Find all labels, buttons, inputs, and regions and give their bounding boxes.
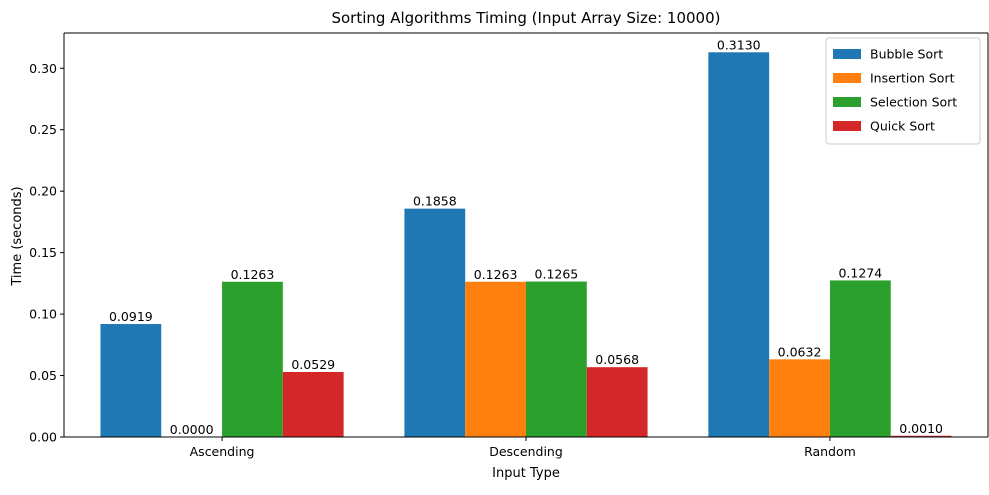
data-label-selection-sort-random: 0.1274 bbox=[838, 265, 882, 280]
y-tick-label: 0.25 bbox=[29, 122, 57, 137]
axes-layer: 0.00 0.05 0.10 0.15 0.20 0.25 0.30 Ascending Des… bbox=[29, 32, 989, 459]
x-tick-label-descending: Descending bbox=[489, 444, 563, 459]
bar-quick-sort-random bbox=[890, 435, 952, 437]
legend-label-insertion-sort: Insertion Sort bbox=[870, 71, 955, 86]
y-tick-label: 0.00 bbox=[29, 430, 57, 445]
bar-bubble-sort-random bbox=[708, 52, 770, 437]
y-tick-label: 0.15 bbox=[29, 245, 57, 260]
data-label-bubble-sort-descending: 0.1858 bbox=[413, 194, 457, 209]
legend-swatch-insertion-sort bbox=[833, 73, 861, 83]
x-axis-label: Input Type bbox=[492, 466, 560, 481]
y-tick-label: 0.20 bbox=[29, 184, 57, 199]
legend-label-bubble-sort: Bubble Sort bbox=[870, 47, 943, 62]
bar-bubble-sort-descending bbox=[404, 208, 466, 437]
data-label-quick-sort-descending: 0.0568 bbox=[595, 352, 639, 367]
data-label-quick-sort-ascending: 0.0529 bbox=[291, 357, 335, 372]
data-label-insertion-sort-random: 0.0632 bbox=[778, 344, 822, 359]
legend-swatch-selection-sort bbox=[833, 97, 861, 107]
bar-bubble-sort-ascending bbox=[100, 324, 162, 437]
y-tick-label: 0.10 bbox=[29, 307, 57, 322]
bar-insertion-sort-random bbox=[769, 359, 830, 437]
data-label-bubble-sort-random: 0.3130 bbox=[717, 37, 761, 52]
y-tick-label: 0.30 bbox=[29, 61, 57, 76]
data-label-selection-sort-ascending: 0.1263 bbox=[231, 267, 275, 282]
data-label-insertion-sort-descending: 0.1263 bbox=[474, 267, 518, 282]
bar-quick-sort-descending bbox=[586, 367, 648, 437]
bar-selection-sort-random bbox=[829, 280, 891, 437]
bars-layer bbox=[100, 52, 952, 437]
x-tick-label-ascending: Ascending bbox=[190, 444, 255, 459]
bar-selection-sort-ascending bbox=[222, 281, 283, 437]
bar-quick-sort-ascending bbox=[282, 371, 344, 437]
y-axis-label: Time (seconds) bbox=[10, 186, 25, 286]
legend: Bubble Sort Insertion Sort Selection Sort Q… bbox=[825, 37, 981, 145]
bar-insertion-sort-descending bbox=[465, 281, 526, 437]
data-label-bubble-sort-ascending: 0.0919 bbox=[109, 309, 153, 324]
data-label-quick-sort-random: 0.0010 bbox=[899, 421, 943, 436]
y-tick-label: 0.05 bbox=[29, 368, 57, 383]
data-label-insertion-sort-ascending: 0.0000 bbox=[170, 422, 214, 437]
data-label-selection-sort-descending: 0.1265 bbox=[535, 267, 579, 282]
x-tick-label-random: Random bbox=[804, 444, 856, 459]
chart-title: Sorting Algorithms Timing (Input Array S… bbox=[331, 9, 720, 27]
legend-label-selection-sort: Selection Sort bbox=[870, 95, 957, 110]
data-labels-layer: 0.0919 0.1858 0.3130 0.0000 0.1263 0.0632 0.12… bbox=[109, 37, 943, 437]
legend-label-quick-sort: Quick Sort bbox=[870, 119, 935, 134]
bar-selection-sort-descending bbox=[526, 281, 587, 437]
legend-swatch-quick-sort bbox=[833, 121, 861, 131]
legend-swatch-bubble-sort bbox=[833, 49, 861, 59]
legend-box bbox=[825, 37, 981, 145]
